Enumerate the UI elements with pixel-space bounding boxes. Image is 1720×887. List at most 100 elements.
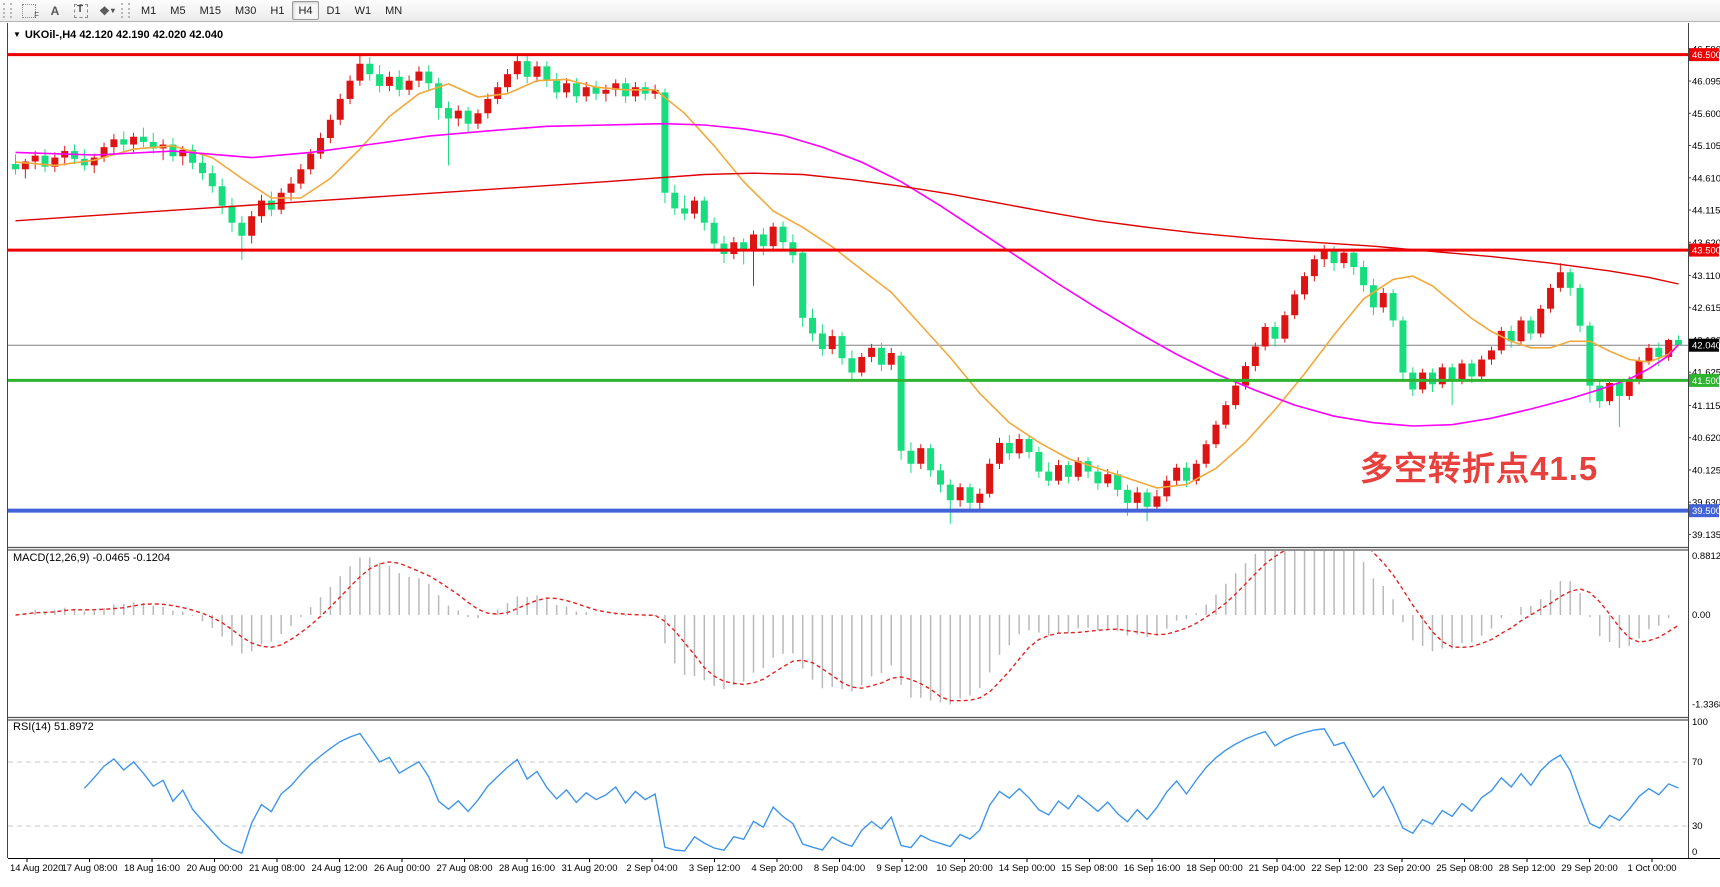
time-axis-label: 14 Sep 00:00	[999, 863, 1056, 874]
price-axis-tick-label: 40.620	[1692, 433, 1720, 444]
timeframe-toolbar: M1 M5 M15 M30 H1 H4 D1 W1 MN	[134, 1, 409, 20]
rsi-axis-30: 30	[1692, 821, 1703, 832]
bid-price-label	[1689, 338, 1719, 352]
macd-histogram-layer	[24, 551, 1680, 705]
time-axis-label: 2 Sep 04:00	[626, 863, 677, 874]
symbol-ohlc-header: ▼ UKOil-,H4 42.120 42.190 42.020 42.040	[13, 29, 223, 41]
time-axis-label: 17 Aug 08:00	[62, 863, 118, 874]
bid-price-label-text: 42.040	[1692, 341, 1720, 352]
level-price-label-43.500	[1689, 243, 1719, 257]
timeframe-button-M15[interactable]: M15	[194, 1, 227, 20]
timeframe-button-D1[interactable]: D1	[321, 1, 347, 20]
level-price-label-43.500-text: 43.500	[1692, 246, 1720, 257]
text-label-icon[interactable]: T	[69, 2, 93, 20]
time-axis-label: 18 Sep 00:00	[1186, 863, 1243, 874]
level-price-label-39.500-text: 39.500	[1692, 506, 1720, 517]
time-axis-label: 26 Aug 00:00	[374, 863, 430, 874]
macd-name: MACD(12,26,9)	[13, 552, 90, 564]
rsi-indicator-label: RSI(14) 51.8972	[13, 721, 94, 733]
time-axis-label: 1 Oct 00:00	[1627, 863, 1676, 874]
time-axis-label: 22 Sep 12:00	[1311, 863, 1368, 874]
time-axis-label: 31 Aug 20:00	[562, 863, 618, 874]
toolbar-grip-handle-2[interactable]	[121, 3, 130, 18]
dotted-grid-f-letter: F	[34, 10, 39, 20]
timeframe-button-W1[interactable]: W1	[349, 1, 378, 20]
rsi-current-value: 51.8972	[53, 721, 94, 733]
objects-dropdown-icon[interactable]: ❖ ▾	[95, 2, 119, 20]
font-a-icon[interactable]: A	[50, 3, 60, 18]
time-axis-label: 3 Sep 12:00	[689, 863, 740, 874]
rsi-pane[interactable]	[8, 728, 1688, 855]
dotted-grid-box	[22, 3, 36, 18]
macd-axis-max: 0.8812	[1692, 551, 1720, 562]
price-axis-tick-label: 41.625	[1692, 368, 1720, 379]
time-axis-label: 23 Sep 20:00	[1374, 863, 1431, 874]
macd-signal-line	[15, 551, 1679, 702]
macd-current-values: -0.0465 -0.1204	[92, 552, 171, 564]
macd-pane[interactable]	[15, 529, 1680, 705]
time-axis-label: 16 Sep 16:00	[1124, 863, 1181, 874]
rsi-axis-70: 70	[1692, 757, 1703, 768]
symbol-dropdown-icon[interactable]: ▼	[13, 30, 21, 39]
chart-annotation-text[interactable]: 多空转折点41.5	[1360, 450, 1599, 487]
rsi-axis-0: 0	[1692, 847, 1697, 858]
time-axis-label: 28 Sep 12:00	[1499, 863, 1556, 874]
dotted-grid-f-icon[interactable]: F	[17, 2, 41, 20]
candles-layer	[12, 54, 1682, 524]
ma-slow-line	[15, 172, 1679, 285]
time-axis-label: 28 Aug 16:00	[499, 863, 555, 874]
ma-fast-line	[15, 78, 1680, 489]
timeframe-button-M30[interactable]: M30	[229, 1, 262, 20]
chevron-down-icon: ▾	[110, 6, 115, 15]
main-price-pane[interactable]	[8, 53, 1688, 524]
text-label-t-letter: T	[77, 3, 84, 15]
timeframe-button-H4[interactable]: H4	[292, 1, 319, 20]
macd-indicator-label: MACD(12,26,9) -0.0465 -0.1204	[13, 552, 170, 564]
price-axis-tick-label: 45.105	[1692, 141, 1720, 152]
top-toolbar: F A T ❖ ▾ M1 M5 M15 M30 H1 H4 D1 W1 MN	[0, 0, 1720, 22]
timeframe-button-H1[interactable]: H1	[264, 1, 290, 20]
level-price-label-46.500-text: 46.500	[1692, 50, 1720, 61]
rsi-name: RSI(14)	[13, 721, 51, 733]
timeframe-button-M5[interactable]: M5	[164, 1, 191, 20]
price-axis-tick-label: 43.620	[1692, 238, 1720, 249]
price-axis-tick-label: 45.600	[1692, 109, 1720, 120]
time-axis-label: 14 Aug 2020	[10, 863, 63, 874]
time-axis-label: 24 Aug 12:00	[312, 863, 368, 874]
price-axis-tick-label: 40.125	[1692, 465, 1720, 476]
price-axis-tick-label: 46.095	[1692, 77, 1720, 88]
time-axis-label: 15 Sep 08:00	[1061, 863, 1118, 874]
price-axis-tick-label: 39.135	[1692, 530, 1720, 541]
level-price-label-41.500	[1689, 373, 1719, 387]
price-axis-tick-label: 43.110	[1692, 271, 1720, 282]
time-axis-label: 8 Sep 04:00	[814, 863, 865, 874]
time-axis-label: 20 Aug 00:00	[187, 863, 243, 874]
macd-axis-min: -1.3368	[1692, 699, 1720, 710]
toolbar-grip-handle[interactable]	[3, 3, 12, 18]
time-axis-label: 9 Sep 12:00	[876, 863, 927, 874]
level-price-label-39.500	[1689, 504, 1719, 518]
symbol-ohlc-text: UKOil-,H4 42.120 42.190 42.020 42.040	[24, 29, 224, 41]
text-label-box	[74, 3, 88, 18]
ma-mid-line	[15, 122, 1680, 427]
price-axis-tick-label: 39.630	[1692, 498, 1720, 509]
macd-axis-zero: 0.00	[1692, 610, 1711, 621]
rsi-axis-100: 100	[1692, 717, 1708, 728]
price-axis-tick-label: 44.610	[1692, 173, 1720, 184]
time-axis-label: 18 Aug 16:00	[124, 863, 180, 874]
price-axis-tick-label: 44.115	[1692, 206, 1720, 217]
timeframe-button-MN[interactable]: MN	[379, 1, 408, 20]
timeframe-button-M1[interactable]: M1	[135, 1, 162, 20]
time-axis-label: 21 Aug 08:00	[249, 863, 305, 874]
level-price-label-46.500	[1689, 48, 1719, 62]
time-axis-label: 4 Sep 20:00	[751, 863, 802, 874]
price-axis-tick-label: 42.615	[1692, 303, 1720, 314]
time-axis-label: 29 Sep 20:00	[1561, 863, 1618, 874]
time-axis-label: 21 Sep 04:00	[1249, 863, 1306, 874]
price-axis-tick-label: 41.115	[1692, 401, 1720, 412]
time-axis-label: 27 Aug 08:00	[437, 863, 493, 874]
time-axis-label: 25 Sep 08:00	[1436, 863, 1493, 874]
level-price-label-41.500-text: 41.500	[1692, 376, 1720, 387]
rsi-line	[83, 728, 1679, 855]
